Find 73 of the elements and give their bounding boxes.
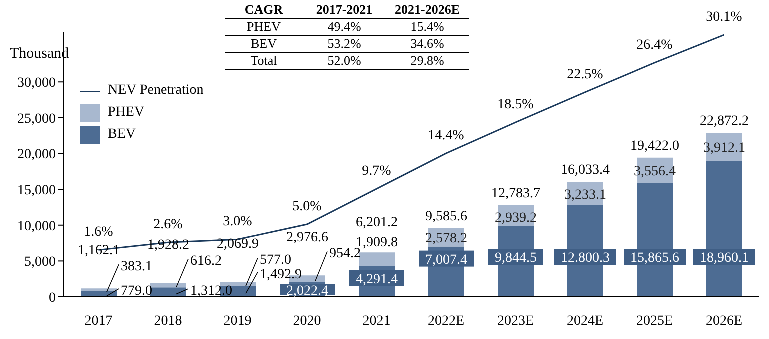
text: 2017-2021 (316, 2, 373, 17)
x-tick-label: 2019 (224, 314, 252, 329)
total-label: 2,976.6 (286, 230, 328, 246)
x-tick-label: 2026E (706, 314, 743, 329)
data-label: 577.0 (260, 253, 292, 268)
data-label: 3,556.4 (634, 164, 676, 180)
x-tick-label: 2017 (84, 314, 113, 329)
data-label: 7,007.4 (426, 252, 468, 268)
text: 2021-2026E (395, 2, 460, 17)
annotation: PHEV (246, 18, 282, 36)
data-label: 383.1 (121, 260, 152, 275)
total-label: 1,162.1 (78, 244, 120, 259)
total-label: 16,033.4 (561, 163, 610, 178)
x-tick-label: 2023E (497, 314, 534, 329)
data-label: 616.2 (190, 254, 222, 270)
total-label: 6,201.2 (356, 216, 398, 231)
legend-label: NEV Penetration (108, 82, 204, 100)
annotation: 49.4% (326, 18, 362, 36)
data-label: 30.1% (706, 10, 743, 26)
bar (150, 288, 186, 297)
data-label: 3.0% (223, 214, 253, 230)
x-tick-label: 2022E (428, 314, 465, 329)
y-tick-label: 30,000 (18, 76, 56, 92)
total-label: 19,422.0 (630, 138, 680, 154)
x-tick-label: 2018 (154, 314, 182, 329)
data-label: 1.6% (84, 225, 114, 240)
annotation: BEV (250, 36, 278, 52)
data-label: 14.4% (428, 128, 465, 144)
annotation: 52.0% (326, 52, 362, 70)
x-tick-label: 2021 (362, 314, 391, 329)
annotation: Total (250, 52, 278, 70)
bar (359, 252, 395, 266)
legend-label: BEV (108, 126, 136, 144)
data-label: 2,022.4 (286, 284, 328, 299)
legend-label: PHEV (108, 104, 145, 122)
data-label: 5.0% (292, 200, 322, 215)
y-tick-label: 5,000 (24, 255, 56, 270)
data-label: 3,912.1 (704, 141, 746, 156)
total-label: 12,783.7 (492, 186, 540, 202)
x-tick-label: 2020 (293, 314, 322, 329)
data-label: 2,578.2 (426, 232, 468, 247)
annotation: 15.4% (410, 18, 446, 36)
y-tick-label: 15,000 (18, 184, 56, 199)
data-label: 18,960.1 (700, 251, 749, 266)
data-label: 22.5% (567, 67, 604, 82)
y-tick-label: 20,000 (18, 148, 56, 163)
annotation: 34.6% (410, 36, 446, 52)
total-label: 9,585.6 (426, 209, 468, 224)
y-tick-label: 0 (49, 290, 56, 306)
data-label: 18.5% (498, 98, 534, 113)
bar (150, 283, 186, 288)
data-label: 15,865.6 (630, 251, 680, 266)
x-tick-label: 2025E (636, 314, 674, 329)
data-label: 2,939.2 (495, 210, 537, 226)
data-label: 954.2 (330, 246, 361, 262)
total-label: 2,069.9 (217, 237, 259, 252)
y-tick-label: 10,000 (18, 219, 56, 234)
annotation: 29.8% (410, 52, 446, 70)
data-label: 9,844.5 (495, 251, 537, 266)
data-label: 3,233.1 (564, 188, 606, 204)
data-label: 26.4% (636, 38, 674, 53)
annotation: 53.2% (326, 36, 362, 52)
data-label: 1,492.9 (260, 267, 302, 282)
text: CAGR (244, 2, 284, 17)
bar (81, 288, 117, 292)
y-tick-label: 25,000 (18, 112, 56, 127)
data-label: 2.6% (154, 218, 184, 233)
total-label: 22,872.2 (700, 114, 749, 130)
bar (220, 282, 256, 286)
data-label: 4,291.4 (356, 272, 398, 288)
x-tick-label: 2024E (566, 314, 604, 329)
data-label: 12.800.3 (561, 251, 610, 266)
data-label: 9.7% (362, 164, 392, 180)
